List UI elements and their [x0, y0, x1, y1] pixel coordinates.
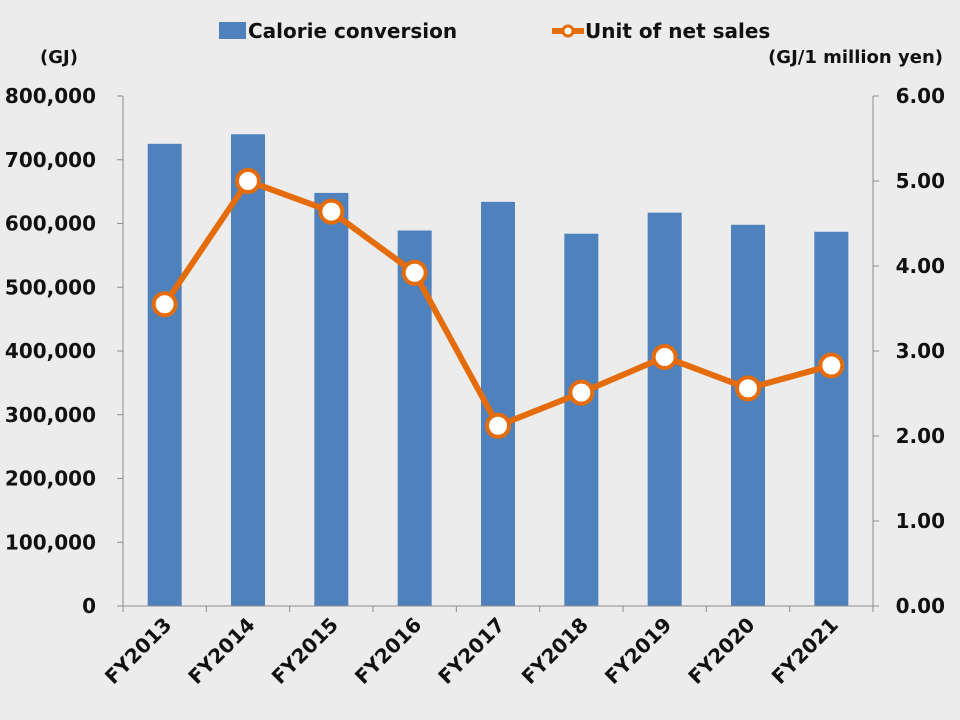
line-point-FY2021 — [818, 352, 845, 379]
right-axis-unit: (GJ/1 million yen) — [768, 47, 943, 68]
left-tick-label: 300,000 — [5, 403, 96, 427]
left-tick-label: 800,000 — [5, 84, 96, 108]
x-tick-label: FY2015 — [267, 613, 343, 689]
left-tick-label: 100,000 — [5, 530, 96, 554]
line-point-FY2014 — [235, 168, 261, 194]
line-point-FY2015 — [318, 198, 345, 225]
left-tick-label: 400,000 — [5, 339, 96, 363]
right-tick-label: 5.00 — [896, 169, 945, 193]
line-point-FY2019 — [651, 343, 678, 370]
legend-label-calorie: Calorie conversion — [248, 19, 457, 43]
legend-swatch-bar — [219, 22, 246, 39]
bar-FY2014 — [231, 134, 265, 606]
bar-FY2018 — [564, 233, 599, 606]
line-point-FY2016 — [401, 259, 428, 286]
bar-FY2019 — [647, 212, 682, 606]
line-series — [151, 168, 845, 439]
x-axis-ticks: FY2013 FY2014 FY2015 FY2016 FY2017 FY2018 FY20… — [100, 606, 874, 689]
left-axis-ticks: 0 100,000 200,000 300,000 400,000 500,000 600,… — [5, 84, 123, 618]
x-tick-label: FY2016 — [350, 613, 426, 689]
x-tick-label: FY2019 — [600, 613, 676, 689]
bar-series — [147, 134, 849, 606]
x-tick-label: FY2021 — [767, 613, 843, 689]
x-tick-label: FY2014 — [183, 613, 259, 689]
x-tick-label: FY2017 — [433, 613, 509, 689]
left-tick-label: 200,000 — [5, 467, 96, 491]
line-point-FY2018 — [568, 379, 595, 406]
legend-marker-swatch — [561, 24, 575, 38]
right-tick-label: 1.00 — [896, 509, 945, 533]
right-tick-label: 6.00 — [896, 84, 945, 108]
right-axis-ticks: 0.00 1.00 2.00 3.00 4.00 5.00 6.00 — [873, 84, 945, 618]
line-point-FY2020 — [735, 375, 761, 402]
left-tick-label: 600,000 — [5, 212, 96, 236]
bar-FY2013 — [147, 143, 182, 606]
line-point-FY2017 — [485, 412, 511, 439]
bar-FY2021 — [814, 231, 849, 606]
right-tick-label: 4.00 — [896, 254, 945, 278]
x-tick-label: FY2018 — [517, 613, 593, 689]
right-tick-label: 2.00 — [896, 424, 945, 448]
left-tick-label: 700,000 — [5, 148, 96, 172]
bar-FY2016 — [397, 230, 432, 606]
legend-label-unit: Unit of net sales — [585, 19, 770, 43]
x-tick-label: FY2020 — [683, 613, 759, 689]
right-tick-label: 3.00 — [896, 339, 945, 363]
right-tick-label: 0.00 — [896, 594, 945, 618]
left-tick-label: 500,000 — [5, 275, 96, 299]
line-point-FY2013 — [151, 291, 178, 318]
x-tick-label: FY2013 — [100, 613, 176, 689]
legend: Calorie conversion Unit of net sales — [219, 19, 770, 43]
bar-FY2015 — [314, 192, 349, 606]
left-tick-label: 0 — [82, 594, 96, 618]
bar-FY2020 — [731, 224, 765, 606]
left-axis-unit: (GJ) — [40, 47, 78, 68]
